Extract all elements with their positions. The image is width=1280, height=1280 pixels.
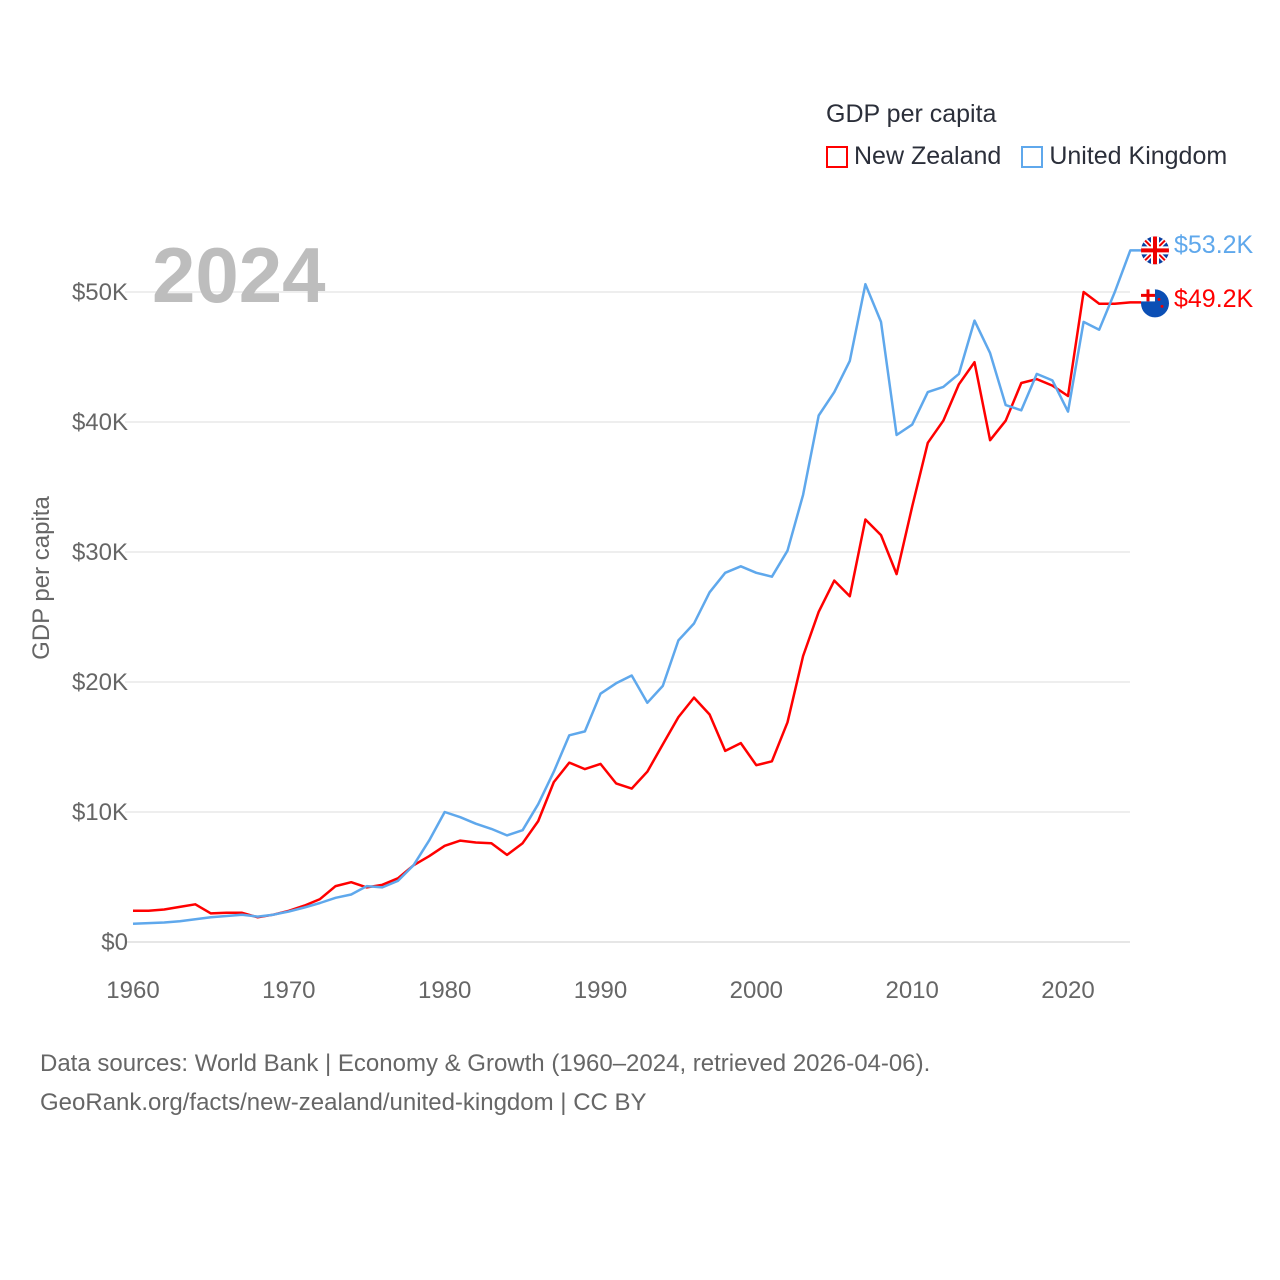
legend-label: United Kingdom: [1049, 142, 1228, 170]
series-line-new-zealand: [133, 290, 1142, 919]
current-year-label: 2024: [152, 231, 326, 319]
x-tick-label: 2010: [885, 977, 938, 1004]
end-label-united-kingdom: $53.2K: [1174, 231, 1254, 259]
legend-label: New Zealand: [854, 142, 1002, 170]
y-tick-label: $10K: [72, 799, 128, 826]
legend-item-new-zealand[interactable]: New Zealand: [826, 142, 1001, 171]
legend-swatch-new-zealand: [826, 145, 848, 168]
y-tick-label: $30K: [72, 539, 128, 566]
x-tick-label: 2020: [1041, 977, 1094, 1004]
x-tick-label: 2000: [730, 977, 783, 1004]
legend-title: GDP per capita: [826, 100, 997, 128]
y-axis-label: GDP per capita: [28, 496, 55, 660]
source-link[interactable]: GeoRank.org/facts/new-zealand/united-kin…: [40, 1089, 647, 1116]
x-tick-label: 1990: [574, 977, 627, 1004]
footer: Data sources: World Bank | Economy & Gro…: [40, 1044, 930, 1122]
y-tick-label: $50K: [72, 279, 128, 306]
y-tick-label: $40K: [72, 409, 128, 436]
series-line-united-kingdom: [132, 249, 1142, 926]
legend-swatch-united-kingdom: [1021, 145, 1044, 168]
new-zealand-flag-icon: [1141, 289, 1169, 318]
x-tick-label: 1960: [106, 977, 159, 1004]
x-tick-label: 1970: [262, 977, 315, 1004]
y-tick-label: $20K: [72, 669, 128, 696]
data-sources-text: Data sources: World Bank | Economy & Gro…: [40, 1050, 931, 1077]
legend: New Zealand United Kingdom: [826, 142, 1227, 171]
y-tick-label: $0: [101, 929, 128, 956]
legend-item-united-kingdom[interactable]: United Kingdom: [1021, 142, 1227, 171]
end-label-new-zealand: $49.2K: [1174, 285, 1254, 313]
x-tick-label: 1980: [418, 977, 471, 1004]
united-kingdom-flag-icon: [1141, 236, 1169, 265]
